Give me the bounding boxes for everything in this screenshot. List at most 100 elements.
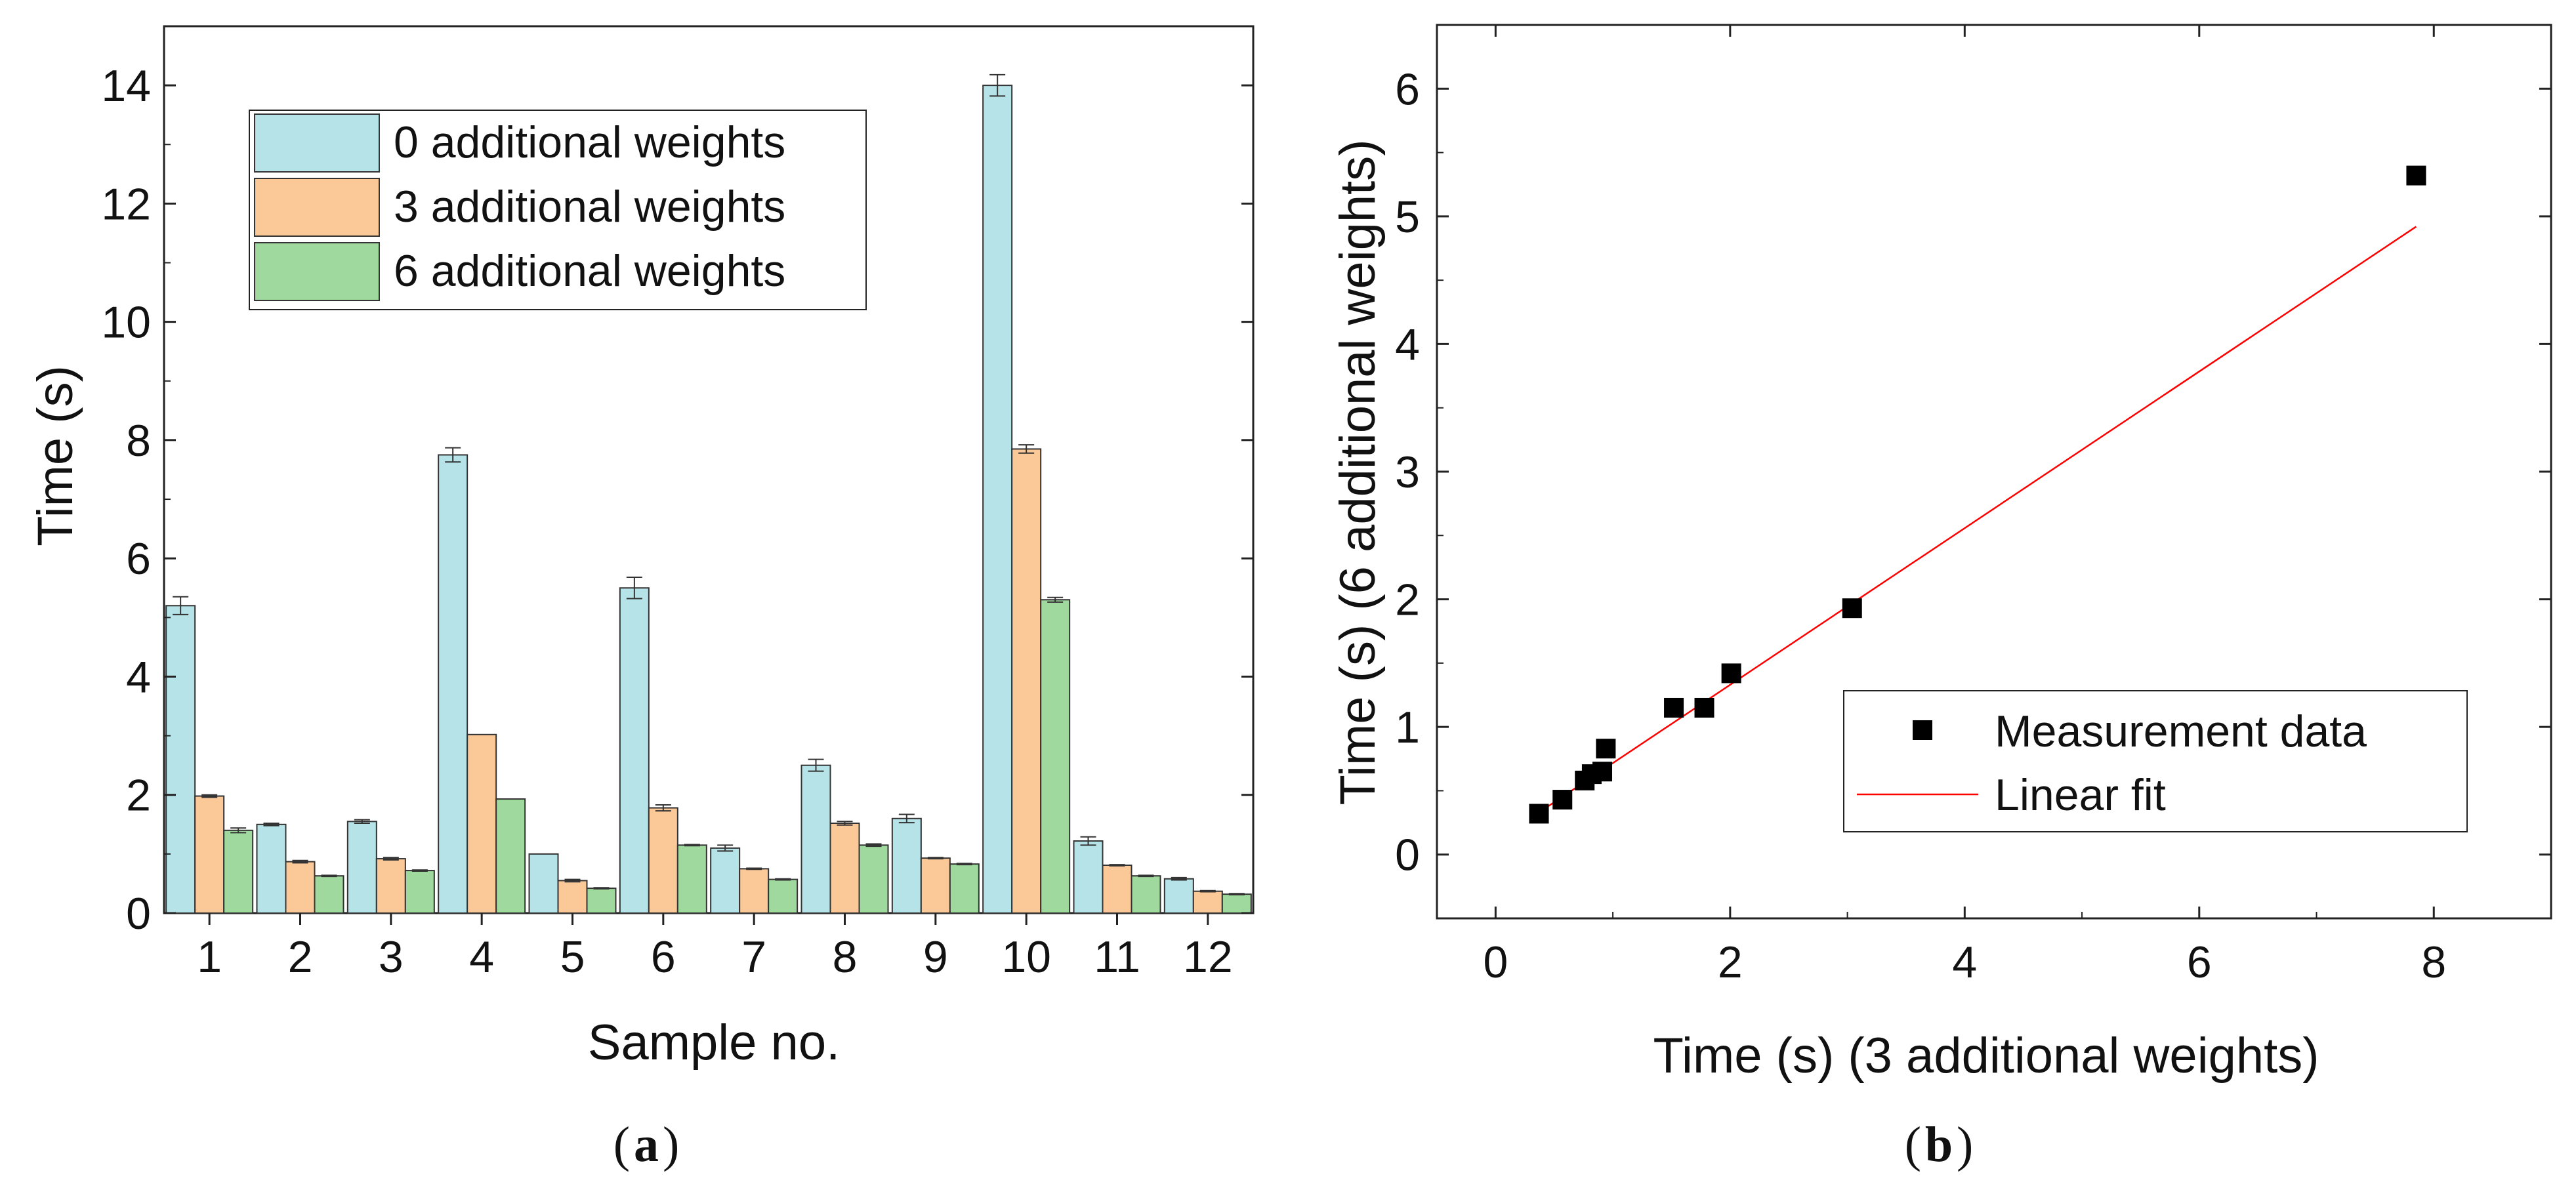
bar-6-weights-sample-7 xyxy=(768,878,799,914)
panel-b-letter: b xyxy=(1925,1117,1953,1172)
error-bar xyxy=(956,863,972,866)
bar-3-weights-sample-8 xyxy=(829,822,860,914)
y-tick-label: 2 xyxy=(1395,575,1420,625)
bar-chart-frame xyxy=(163,25,1255,914)
x-tick-label: 2 xyxy=(1718,937,1743,987)
error-bar xyxy=(775,878,791,881)
legend-entry: Measurement data xyxy=(1995,706,2367,756)
bar-0-weights-sample-3 xyxy=(346,821,377,914)
x-tick-label: 7 xyxy=(741,932,766,982)
error-bar xyxy=(1080,836,1096,846)
error-bar xyxy=(626,577,642,600)
svg-text:): ) xyxy=(663,1117,679,1172)
error-bar xyxy=(445,447,461,463)
scatter-chart-legend: Measurement data Linear fit xyxy=(1843,690,2468,832)
x-tick-label: 11 xyxy=(1094,932,1140,982)
bar-0-weights-sample-9 xyxy=(891,817,922,914)
x-tick-label: 6 xyxy=(651,932,676,982)
y-tick-label: 3 xyxy=(1395,447,1420,497)
y-tick-label: 6 xyxy=(126,534,151,584)
error-bar xyxy=(746,867,762,870)
y-tick-label: 4 xyxy=(1395,319,1420,369)
error-bar xyxy=(263,822,280,827)
bar-0-weights-sample-1 xyxy=(165,605,196,914)
error-bar xyxy=(593,887,610,890)
x-tick-label: 2 xyxy=(288,932,313,982)
bar-0-weights-sample-12 xyxy=(1163,878,1194,914)
x-tick-label: 1 xyxy=(197,932,222,982)
error-bar xyxy=(898,813,915,824)
bar-6-weights-sample-5 xyxy=(586,888,617,914)
x-tick-label: 3 xyxy=(379,932,404,982)
measurement-point xyxy=(1596,739,1616,759)
svg-text:(: ( xyxy=(613,1117,630,1172)
linear-fit-line xyxy=(1538,226,2417,813)
x-tick-label: 6 xyxy=(2187,937,2212,987)
error-bar xyxy=(292,859,308,864)
error-bar xyxy=(655,804,671,812)
legend-entry: 0 additional weights xyxy=(394,117,785,167)
error-bar xyxy=(865,843,882,848)
bar-0-weights-sample-7 xyxy=(710,847,741,914)
y-tick-label: 1 xyxy=(1395,703,1420,752)
measurement-point xyxy=(2406,165,2426,186)
y-tick-label: 12 xyxy=(101,179,151,229)
bar-3-weights-sample-9 xyxy=(920,857,951,914)
error-bar xyxy=(321,874,337,878)
legend-swatch xyxy=(254,113,380,173)
bar-3-weights-sample-12 xyxy=(1192,890,1223,914)
error-bar xyxy=(1018,444,1035,454)
bar-6-weights-sample-12 xyxy=(1221,893,1252,914)
legend-entry: Linear fit xyxy=(1995,770,2166,820)
measurement-point xyxy=(1694,697,1714,718)
error-bar xyxy=(411,869,428,872)
y-tick-label: 6 xyxy=(1395,64,1420,114)
legend-swatch xyxy=(254,178,380,237)
scatter-chart-marks xyxy=(1529,165,2426,824)
bar-3-weights-sample-6 xyxy=(648,807,678,914)
x-tick-label: 10 xyxy=(1001,932,1051,982)
bar-0-weights-sample-4 xyxy=(438,454,468,914)
bar-6-weights-sample-11 xyxy=(1131,875,1161,914)
error-bar xyxy=(1228,893,1245,896)
error-bar xyxy=(1138,874,1154,878)
panel-a-caption: ( a ) xyxy=(613,1117,680,1172)
measurement-point xyxy=(1552,790,1573,810)
bar-3-weights-sample-1 xyxy=(194,795,225,914)
measurement-point xyxy=(1842,598,1862,619)
bar-6-weights-sample-10 xyxy=(1040,599,1071,914)
bar-chart-plot-area xyxy=(163,25,1255,914)
y-tick-label: 8 xyxy=(126,416,151,466)
error-bar xyxy=(684,844,700,847)
measurement-point xyxy=(1721,663,1741,684)
error-bar xyxy=(1109,864,1125,867)
error-bar xyxy=(837,821,853,826)
error-bar xyxy=(717,844,734,852)
bar-6-weights-sample-2 xyxy=(314,875,344,914)
y-tick-label: 2 xyxy=(126,771,151,821)
x-tick-label: 0 xyxy=(1483,937,1508,987)
bar-3-weights-sample-2 xyxy=(285,861,316,914)
bar-0-weights-sample-5 xyxy=(528,853,559,914)
bar-6-weights-sample-4 xyxy=(495,798,526,914)
legend-marker-square xyxy=(1913,720,1932,740)
y-tick-label: 14 xyxy=(101,61,151,111)
bar-0-weights-sample-8 xyxy=(800,764,831,914)
y-tick-label: 0 xyxy=(1395,830,1420,880)
bar-3-weights-sample-5 xyxy=(557,880,588,914)
bar-0-weights-sample-11 xyxy=(1073,840,1104,914)
bar-3-weights-sample-7 xyxy=(739,868,770,914)
bar-0-weights-sample-6 xyxy=(619,587,650,914)
error-bar xyxy=(564,878,581,883)
legend-entry: 6 additional weights xyxy=(394,246,785,296)
error-bar xyxy=(927,857,944,860)
bar-6-weights-sample-3 xyxy=(404,870,435,914)
bar-chart-y-axis-label: Time (s) xyxy=(28,365,83,546)
scatter-chart-panel: 0 2 4 6 8 0 1 2 3 4 5 6 Time (s) (3 additional weig… xyxy=(1330,24,2552,1172)
x-tick-label: 8 xyxy=(2421,937,2446,987)
bar-6-weights-sample-6 xyxy=(676,844,707,914)
y-tick-label: 4 xyxy=(126,652,151,702)
error-bar xyxy=(383,857,399,861)
